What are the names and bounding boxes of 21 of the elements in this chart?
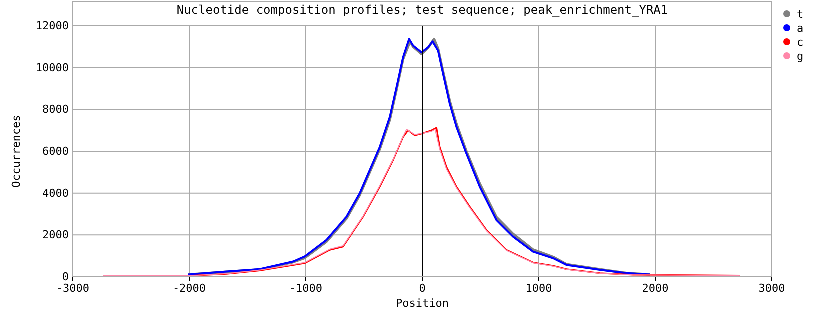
y-tick-label: 6000 bbox=[42, 145, 69, 158]
y-tick-label: 10000 bbox=[36, 61, 69, 74]
legend-label: c bbox=[797, 36, 804, 49]
y-tick-label: 0 bbox=[62, 270, 69, 284]
x-tick-label: 3000 bbox=[758, 282, 786, 295]
y-tick-label: 2000 bbox=[42, 228, 69, 242]
legend-label: t bbox=[797, 8, 804, 21]
chart-title: Nucleotide composition profiles; test sequence; peak_enrichment_YRA1 bbox=[176, 3, 668, 17]
x-tick-label: 2000 bbox=[642, 282, 669, 295]
x-tick-label: -3000 bbox=[56, 282, 90, 295]
y-tick-label: 12000 bbox=[36, 20, 69, 33]
y-axis-title: Occurrences bbox=[10, 115, 23, 188]
x-tick-label: 1000 bbox=[526, 282, 552, 295]
legend-label: a bbox=[797, 22, 804, 35]
x-axis-title: Position bbox=[396, 297, 449, 310]
x-tick-label: -2000 bbox=[172, 282, 206, 295]
x-tick-label: 0 bbox=[419, 282, 426, 295]
y-tick-label: 4000 bbox=[42, 186, 69, 200]
legend-label: g bbox=[797, 50, 804, 63]
x-tick-label: -1000 bbox=[289, 282, 323, 295]
y-tick-label: 8000 bbox=[42, 103, 69, 116]
